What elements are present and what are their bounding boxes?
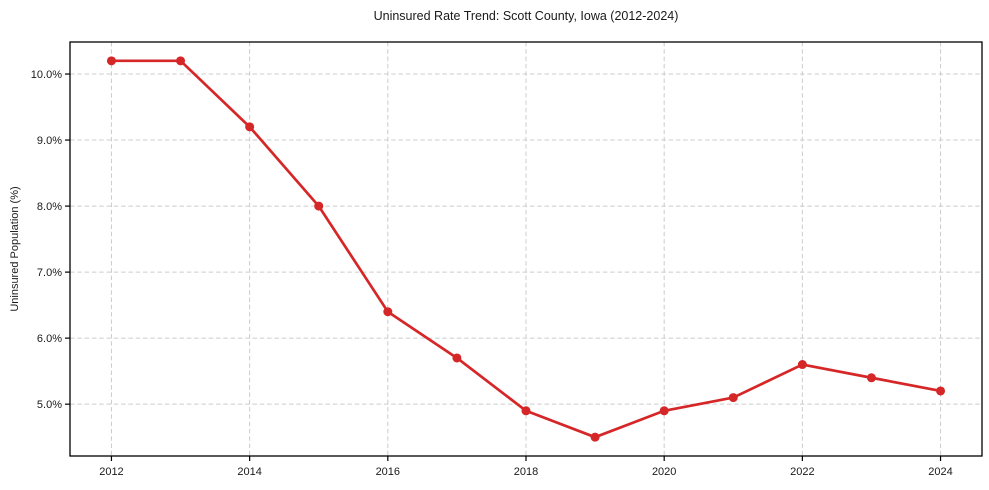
y-tick-label: 9.0%: [37, 135, 62, 147]
y-tick-label: 5.0%: [37, 399, 62, 411]
y-tick-label: 6.0%: [37, 333, 62, 345]
y-axis-label: Uninsured Population (%): [9, 186, 21, 312]
data-point-2021: [728, 393, 738, 403]
chart-title: Uninsured Rate Trend: Scott County, Iowa…: [373, 9, 679, 23]
data-point-2024: [936, 386, 946, 396]
data-point-2018: [521, 406, 531, 416]
x-tick-label: 2018: [514, 466, 538, 478]
data-point-2019: [590, 432, 600, 442]
data-point-2014: [245, 122, 255, 132]
y-tick-label: 7.0%: [37, 267, 62, 279]
x-tick-label: 2016: [376, 466, 400, 478]
data-point-2017: [452, 353, 462, 363]
x-tick-label: 2024: [928, 466, 952, 478]
x-tick-label: 2020: [652, 466, 676, 478]
data-point-2020: [659, 406, 669, 416]
x-tick-label: 2022: [790, 466, 814, 478]
data-point-2022: [797, 360, 807, 370]
y-tick-label: 10.0%: [31, 69, 62, 81]
data-point-2012: [106, 56, 116, 66]
data-point-2013: [176, 56, 186, 66]
data-point-2015: [314, 201, 324, 211]
data-point-2016: [383, 307, 393, 317]
x-tick-label: 2014: [237, 466, 261, 478]
x-tick-label: 2012: [99, 466, 123, 478]
data-point-2023: [866, 373, 876, 383]
y-tick-label: 8.0%: [37, 201, 62, 213]
